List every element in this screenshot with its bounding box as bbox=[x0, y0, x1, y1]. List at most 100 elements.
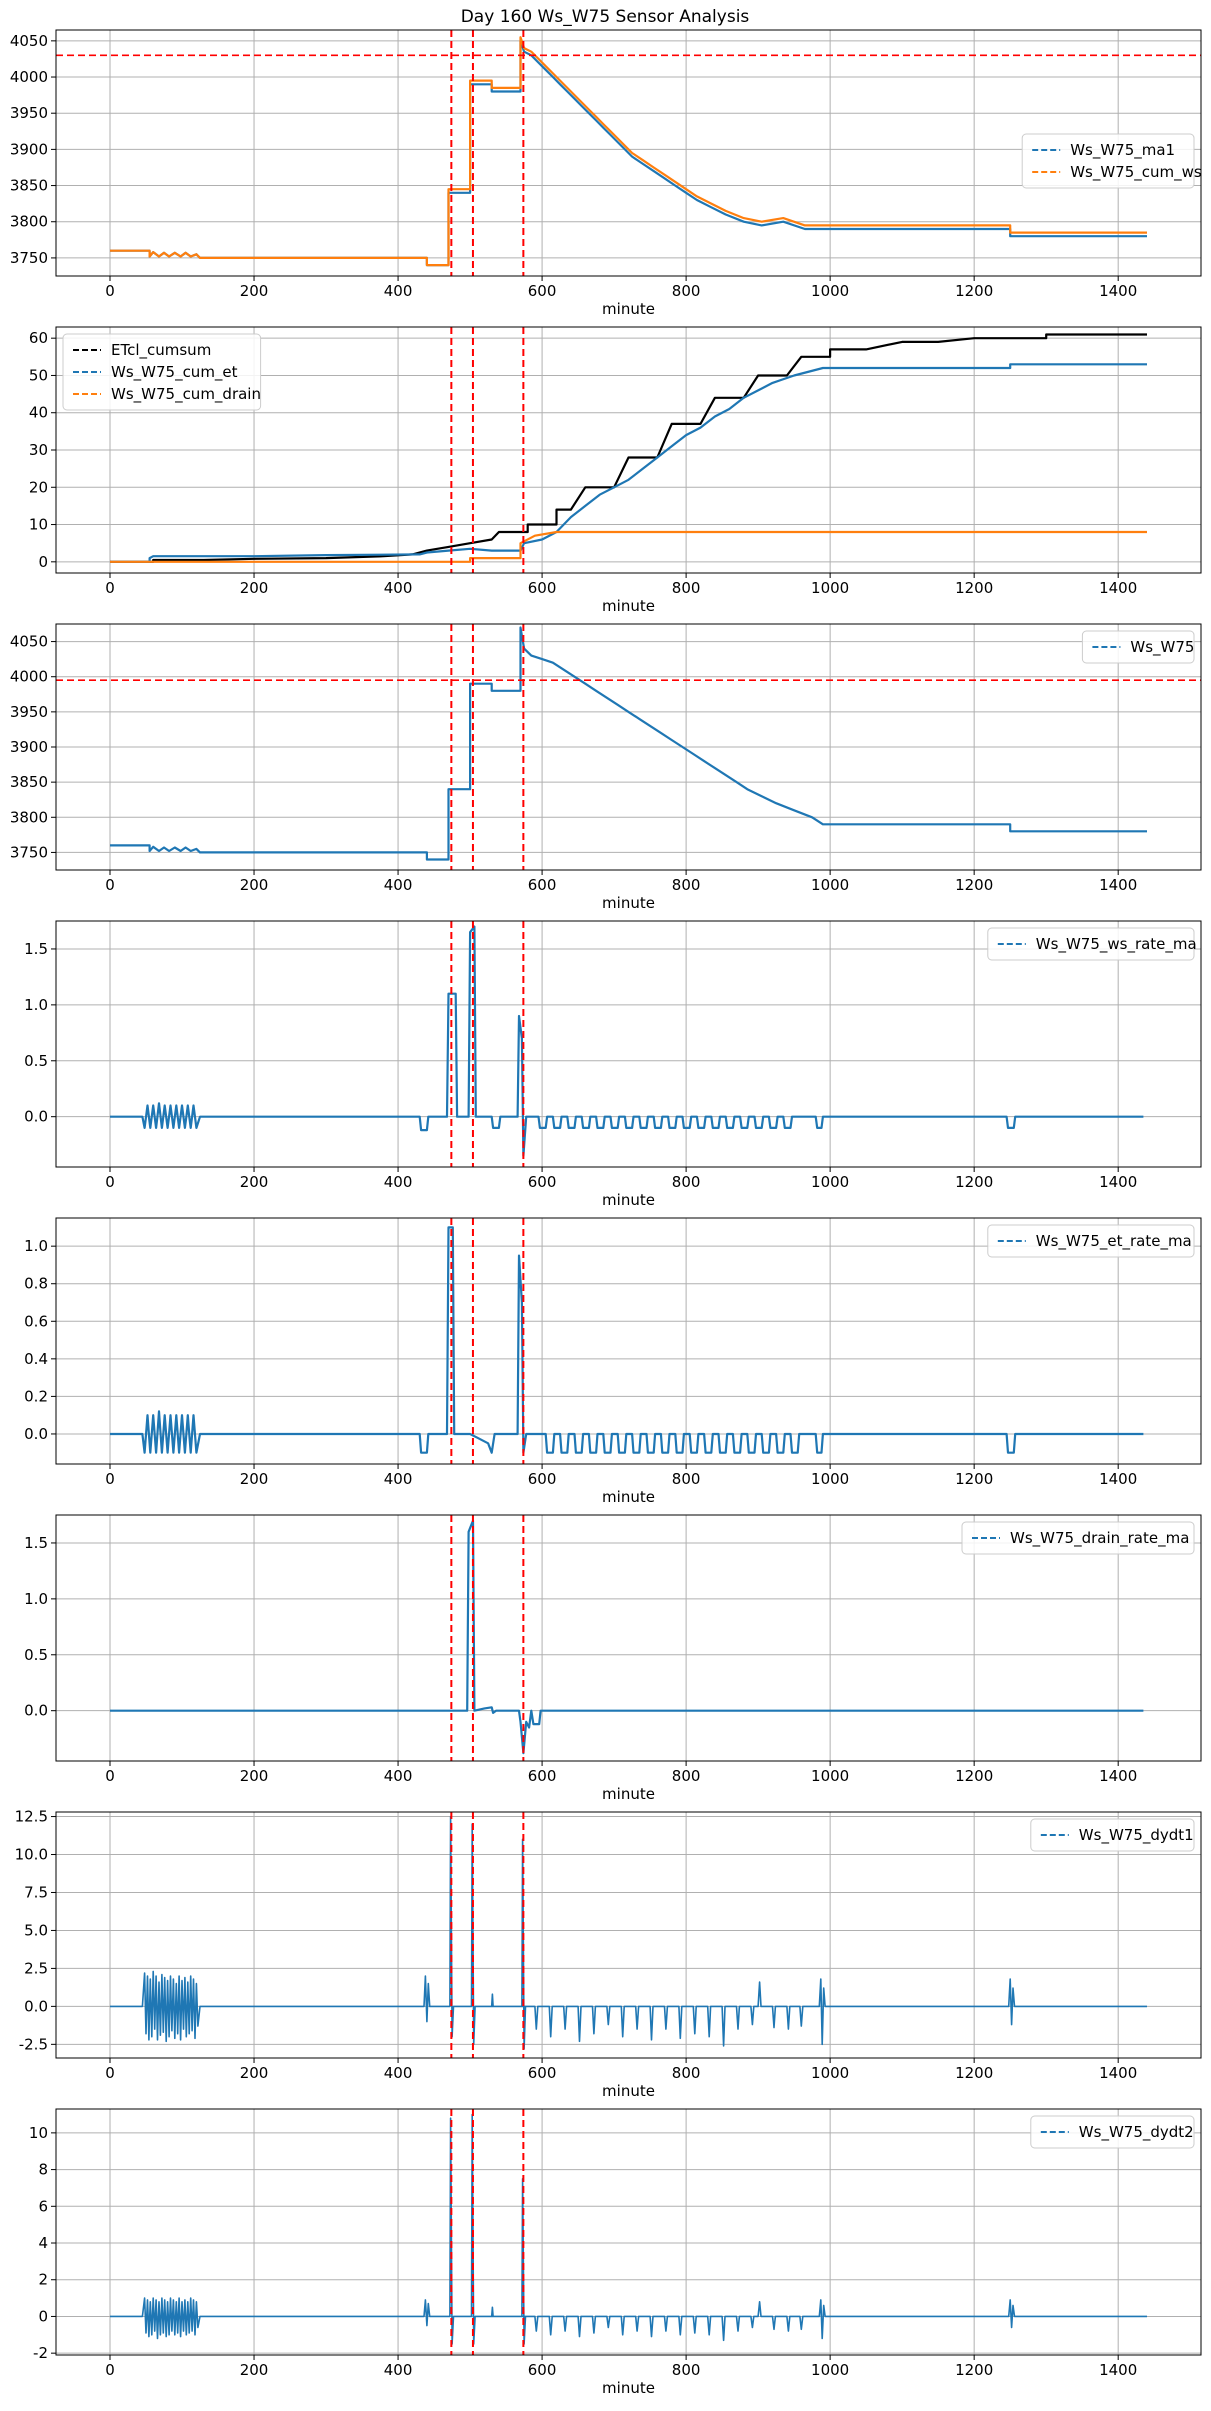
legend-box bbox=[961, 1521, 1195, 1555]
y-tick-label: 1.5 bbox=[24, 1534, 48, 1552]
y-tick-label: 4 bbox=[38, 2234, 48, 2252]
axes-frame bbox=[55, 29, 1202, 277]
x-tick-label: 600 bbox=[528, 579, 557, 597]
chart-panel-5: 0 200 400 600 800 1000 1200 1400 0.0 0.2 0.4 0.6 0.8… bbox=[24, 1217, 1202, 1506]
x-tick-label: 200 bbox=[240, 2064, 269, 2082]
x-tick-label: 200 bbox=[240, 579, 269, 597]
series-line-Ws_W75 bbox=[110, 626, 1147, 861]
x-tick-label: 0 bbox=[105, 2361, 115, 2379]
x-tick-label: 400 bbox=[384, 579, 413, 597]
legend: Ws_W75_ma1 Ws_W75_cum_ws bbox=[1021, 133, 1202, 189]
y-tick-label: 3850 bbox=[10, 177, 48, 195]
x-tick-label: 1000 bbox=[811, 1470, 849, 1488]
chart-panel-2: 0 200 400 600 800 1000 1200 1400 0 10 20 30 40 50 60 mi… bbox=[29, 326, 1202, 615]
x-tick-label: 200 bbox=[240, 1173, 269, 1191]
x-axis-label: minute bbox=[602, 300, 655, 318]
x-tick-label: 0 bbox=[105, 282, 115, 300]
x-axis-label: minute bbox=[602, 2379, 655, 2397]
chart-panel-3: 0 200 400 600 800 1000 1200 1400 3750 3800 3850 390… bbox=[10, 623, 1202, 912]
series-line-Ws_W75_et_rate_ma bbox=[110, 1226, 1144, 1454]
y-tick-label: 60 bbox=[29, 329, 48, 347]
x-tick-label: 800 bbox=[672, 876, 701, 894]
chart-panel-7: 0 200 400 600 800 1000 1200 1400 -2.5 0.0 2.5 5.0 7.… bbox=[15, 1808, 1202, 2100]
x-axis-label: minute bbox=[602, 894, 655, 912]
x-tick-label: 1400 bbox=[1099, 579, 1137, 597]
x-tick-label: 1200 bbox=[955, 1470, 993, 1488]
y-tick-label: 0.4 bbox=[24, 1350, 48, 1368]
axes-frame bbox=[55, 920, 1202, 1168]
x-tick-label: 1400 bbox=[1099, 282, 1137, 300]
y-tick-label: 0 bbox=[38, 553, 48, 571]
y-tick-label: 0.0 bbox=[24, 1997, 48, 2015]
legend: Ws_W75_dydt2 bbox=[1030, 2115, 1195, 2149]
legend-entry: Ws_W75_ma1 bbox=[1070, 141, 1175, 160]
series-group bbox=[110, 626, 1147, 861]
y-tick-label: 3900 bbox=[10, 738, 48, 756]
legend: Ws_W75_drain_rate_ma bbox=[961, 1521, 1195, 1555]
legend-box bbox=[987, 927, 1195, 961]
y-tick-label: 8 bbox=[38, 2161, 48, 2179]
x-tick-label: 0 bbox=[105, 1767, 115, 1785]
series-group bbox=[110, 36, 1147, 267]
series-line-Ws_W75_ws_rate_ma bbox=[110, 925, 1144, 1157]
y-tick-label: 4000 bbox=[10, 68, 48, 86]
x-tick-label: 1400 bbox=[1099, 2361, 1137, 2379]
chart-panel-6: 0 200 400 600 800 1000 1200 1400 0.0 0.5 1.0 1.5 min… bbox=[24, 1514, 1202, 1803]
series-group bbox=[110, 2113, 1147, 2345]
x-tick-label: 400 bbox=[384, 282, 413, 300]
series-line-Ws_W75_cum_et bbox=[110, 363, 1147, 563]
y-tick-label: -2 bbox=[33, 2344, 48, 2362]
y-tick-label: 0.2 bbox=[24, 1387, 48, 1405]
x-tick-label: 400 bbox=[384, 2064, 413, 2082]
y-tick-label: 12.5 bbox=[15, 1808, 48, 1826]
series-group bbox=[110, 1815, 1147, 2050]
x-tick-label: 600 bbox=[528, 2064, 557, 2082]
y-tick-label: 5.0 bbox=[24, 1921, 48, 1939]
series-line-Ws_W75_dydt2 bbox=[110, 2113, 1147, 2345]
x-tick-label: 600 bbox=[528, 2361, 557, 2379]
x-tick-label: 1000 bbox=[811, 1767, 849, 1785]
y-tick-label: 0.0 bbox=[24, 1108, 48, 1126]
x-tick-label: 400 bbox=[384, 2361, 413, 2379]
x-tick-label: 200 bbox=[240, 2361, 269, 2379]
x-tick-label: 0 bbox=[105, 2064, 115, 2082]
x-tick-label: 1000 bbox=[811, 2361, 849, 2379]
axes-frame bbox=[55, 1811, 1202, 2059]
legend-box bbox=[1030, 1818, 1195, 1852]
y-tick-label: 0.0 bbox=[24, 1425, 48, 1443]
y-tick-label: 4050 bbox=[10, 32, 48, 50]
x-tick-label: 400 bbox=[384, 1173, 413, 1191]
x-tick-label: 400 bbox=[384, 1767, 413, 1785]
y-tick-label: 10 bbox=[29, 516, 48, 534]
x-tick-label: 200 bbox=[240, 1767, 269, 1785]
x-tick-label: 600 bbox=[528, 282, 557, 300]
x-tick-label: 400 bbox=[384, 1470, 413, 1488]
x-tick-label: 1400 bbox=[1099, 1767, 1137, 1785]
x-tick-label: 600 bbox=[528, 1767, 557, 1785]
series-line-Ws_W75_dydt1 bbox=[110, 1815, 1147, 2050]
legend: Ws_W75_dydt1 bbox=[1030, 1818, 1195, 1852]
x-tick-label: 0 bbox=[105, 1470, 115, 1488]
x-tick-label: 200 bbox=[240, 282, 269, 300]
x-tick-label: 1000 bbox=[811, 1173, 849, 1191]
x-tick-label: 1400 bbox=[1099, 876, 1137, 894]
series-line-ETcl_cumsum bbox=[110, 333, 1147, 563]
legend-box bbox=[987, 1224, 1195, 1258]
x-tick-label: 1000 bbox=[811, 579, 849, 597]
legend-entry: Ws_W75_cum_drain bbox=[111, 385, 261, 404]
y-tick-label: 20 bbox=[29, 478, 48, 496]
chart-panel-1: 0 200 400 600 800 1000 1200 1400 3750 3800 3850 390… bbox=[10, 29, 1202, 318]
x-tick-label: 1200 bbox=[955, 1173, 993, 1191]
legend-entry: ETcl_cumsum bbox=[111, 341, 211, 360]
series-group bbox=[110, 333, 1147, 563]
legend-entry: Ws_W75_ws_rate_ma bbox=[1036, 935, 1197, 954]
y-tick-label: 3800 bbox=[10, 213, 48, 231]
x-tick-label: 800 bbox=[672, 1173, 701, 1191]
x-tick-label: 600 bbox=[528, 1173, 557, 1191]
y-tick-label: 0.6 bbox=[24, 1312, 48, 1330]
y-tick-label: 40 bbox=[29, 404, 48, 422]
x-tick-label: 0 bbox=[105, 579, 115, 597]
legend-entry: Ws_W75_drain_rate_ma bbox=[1010, 1529, 1189, 1548]
y-tick-label: 0.5 bbox=[24, 1646, 48, 1664]
y-tick-label: 4000 bbox=[10, 668, 48, 686]
